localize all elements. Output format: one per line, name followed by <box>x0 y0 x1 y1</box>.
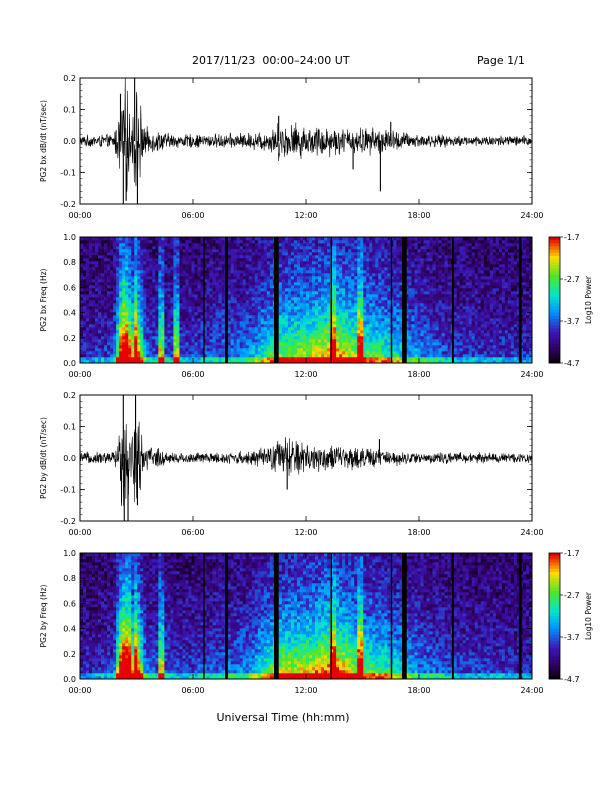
data-gap-band <box>390 237 393 363</box>
data-gap-band <box>203 237 205 363</box>
data-gap-band <box>390 553 393 679</box>
y-tick-label: 0.4 <box>63 625 76 634</box>
x-tick-label: 00:00 <box>68 528 91 537</box>
y-tick-label: 0.8 <box>63 258 76 267</box>
x-tick-label: 00:00 <box>68 686 91 695</box>
y-tick-label: 0.0 <box>63 137 76 146</box>
x-tick-label: 24:00 <box>520 211 543 220</box>
x-tick-label: 18:00 <box>407 528 430 537</box>
colorbar-frame <box>548 236 561 364</box>
data-gap-band <box>402 553 407 679</box>
plot-frame <box>79 236 533 364</box>
y-tick-label: 0.4 <box>63 309 76 318</box>
data-gap-band <box>518 237 522 363</box>
data-gap-band <box>225 237 228 363</box>
colorbar-title: Log10 Power <box>584 275 593 324</box>
x-tick-label: 12:00 <box>294 686 317 695</box>
colorbar: -1.7 -2.7 -3.7 -4.7 Log10 Power <box>548 233 593 368</box>
x-tick-label: 00:00 <box>68 370 91 379</box>
x-tick-label: 18:00 <box>407 211 430 220</box>
data-gap-band <box>402 237 407 363</box>
y-tick-label: 0.2 <box>63 74 76 83</box>
x-axis-title: Universal Time (hh:mm) <box>217 711 350 724</box>
y-tick-label: 0.8 <box>63 574 76 583</box>
x-tick-label: 06:00 <box>181 370 204 379</box>
figure-title: 2017/11/23 00:00–24:00 UT <box>192 54 350 67</box>
x-tick-label: 24:00 <box>520 686 543 695</box>
x-tick-label: 18:00 <box>407 686 430 695</box>
y-tick-label: 0.2 <box>63 650 76 659</box>
y-tick-label: 0.0 <box>63 675 76 684</box>
y-tick-label: 1.0 <box>63 233 76 242</box>
x-tick-label: 00:00 <box>68 211 91 220</box>
data-gap-band <box>273 237 279 363</box>
spectrogram-cells <box>80 553 533 680</box>
waveform-trace <box>79 421 533 507</box>
colorbar-tick-label: -1.7 <box>564 233 580 242</box>
colorbar-tick-label: -4.7 <box>564 675 580 684</box>
data-gap-band <box>330 553 332 679</box>
y-axis-title: PG2 bx dB/dt (nT/sec) <box>39 100 48 182</box>
waveform-panel-1: 00:00 06:00 12:00 18:00 24:00 -0.2 -0.1 0.0 0.1 0… <box>39 74 544 220</box>
y-tick-label: -0.1 <box>60 486 76 495</box>
colorbar-tick-label: -4.7 <box>564 359 580 368</box>
colorbar-tick-label: -1.7 <box>564 549 580 558</box>
x-tick-label: 18:00 <box>407 370 430 379</box>
x-tick-label: 24:00 <box>520 528 543 537</box>
data-gap-band <box>225 553 228 679</box>
x-tick-label: 06:00 <box>181 528 204 537</box>
colorbar-tick-label: -2.7 <box>564 591 580 600</box>
plot-frame <box>79 552 533 680</box>
x-tick-label: 24:00 <box>520 370 543 379</box>
x-tick-label: 06:00 <box>181 211 204 220</box>
x-tick-label: 12:00 <box>294 211 317 220</box>
x-tick-label: 06:00 <box>181 686 204 695</box>
y-tick-label: -0.2 <box>60 200 76 209</box>
colorbar-title: Log10 Power <box>584 591 593 640</box>
spectrogram-panel-2: 00:00 06:00 12:00 18:00 24:00 0.0 0.2 0.4 0.6 0.8… <box>39 233 593 379</box>
data-gap-band <box>273 553 279 679</box>
y-axis-title: PG2 bx Freq (Hz) <box>39 268 48 331</box>
waveform-panel-3: 00:00 06:00 12:00 18:00 24:00 -0.2 -0.1 0.0 0.1 0… <box>39 391 544 537</box>
y-tick-label: -0.1 <box>60 169 76 178</box>
y-tick-label: 0.0 <box>63 454 76 463</box>
colorbar-frame <box>548 552 561 680</box>
y-tick-label: 0.1 <box>63 106 76 115</box>
y-tick-label: -0.2 <box>60 517 76 526</box>
waveform-trace <box>79 77 533 192</box>
colorbar-tick-label: -3.7 <box>564 317 580 326</box>
y-axis-title: PG2 by dB/dt (nT/sec) <box>39 417 48 499</box>
y-tick-label: 0.2 <box>63 334 76 343</box>
y-tick-label: 0.6 <box>63 283 76 292</box>
data-gap-band <box>518 553 522 679</box>
y-axis-title: PG2 by Freq (Hz) <box>39 584 48 647</box>
spectrogram-cells <box>80 237 533 364</box>
y-tick-label: 0.6 <box>63 599 76 608</box>
data-gap-band <box>203 553 205 679</box>
page-number: Page 1/1 <box>477 54 525 67</box>
y-tick-label: 0.1 <box>63 423 76 432</box>
data-gap-band <box>451 237 454 363</box>
y-tick-label: 1.0 <box>63 549 76 558</box>
y-tick-label: 0.0 <box>63 359 76 368</box>
colorbar-tick-label: -2.7 <box>564 275 580 284</box>
data-gap-band <box>330 237 332 363</box>
plot-frame <box>79 394 533 522</box>
x-tick-label: 12:00 <box>294 528 317 537</box>
data-gap-band <box>451 553 454 679</box>
x-tick-label: 12:00 <box>294 370 317 379</box>
y-tick-label: 0.2 <box>63 391 76 400</box>
plot-frame <box>79 77 533 205</box>
colorbar-tick-label: -3.7 <box>564 633 580 642</box>
colorbar: -1.7 -2.7 -3.7 -4.7 Log10 Power <box>548 549 593 684</box>
spectrogram-panel-4: 00:00 06:00 12:00 18:00 24:00 0.0 0.2 0.4 0.6 0.8… <box>39 549 593 695</box>
